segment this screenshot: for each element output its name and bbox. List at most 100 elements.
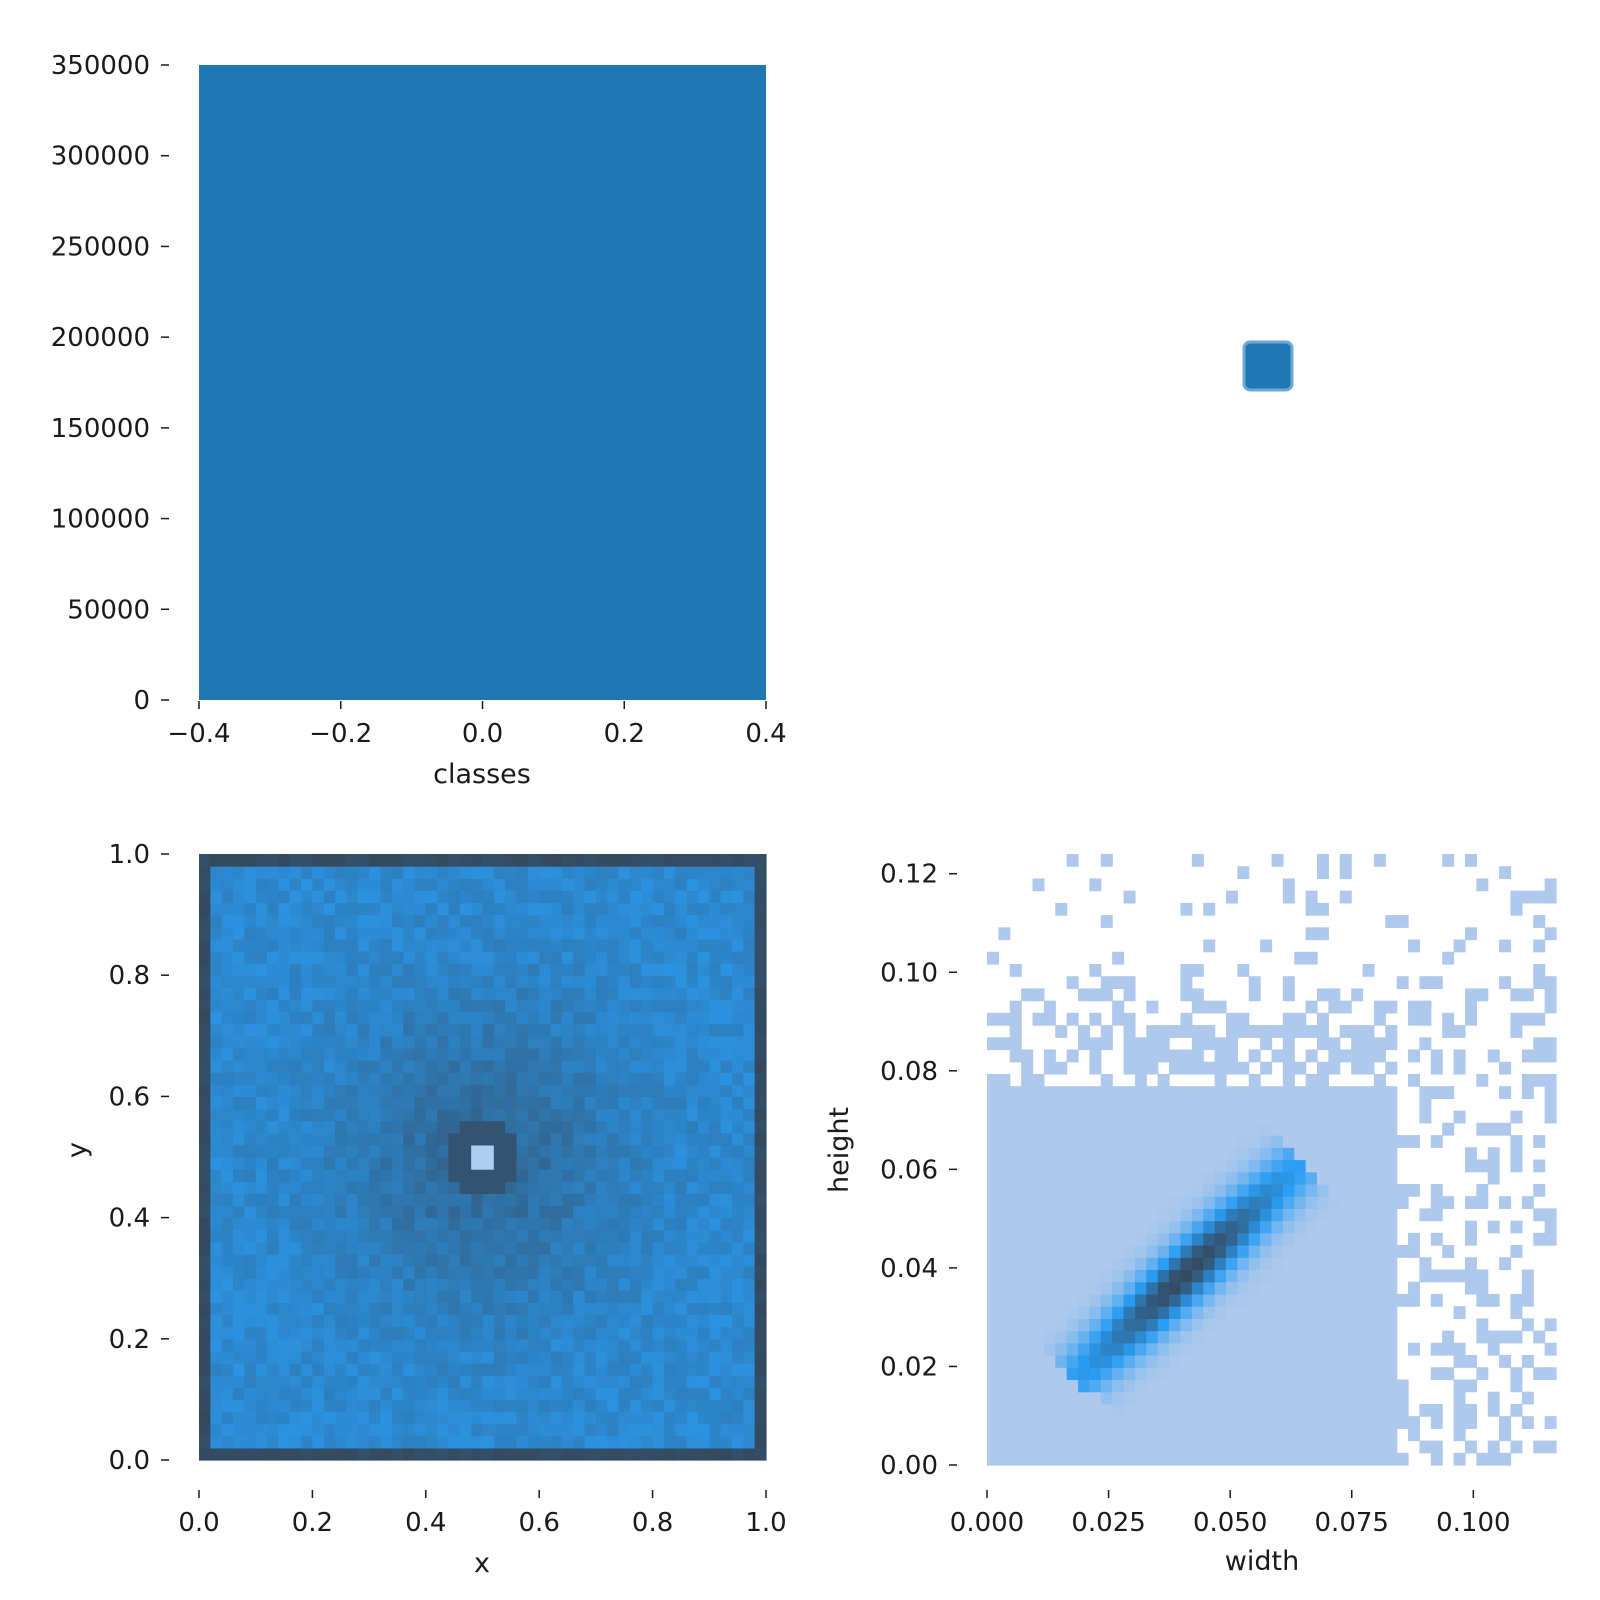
xy-heatmap-cell <box>663 938 676 952</box>
xy-heatmap-cell <box>709 1144 722 1158</box>
xy-heatmap-cell <box>289 987 302 1001</box>
width-height-cell <box>1180 1416 1193 1429</box>
xy-heatmap-cell <box>312 1411 325 1425</box>
xy-heatmap-cell <box>199 1411 211 1425</box>
xy-heatmap-cell <box>233 1387 245 1400</box>
xy-heatmap-cell <box>584 1108 597 1122</box>
width-height-cell <box>1453 1452 1466 1466</box>
width-height-cell <box>987 1208 999 1222</box>
width-height-cell <box>1112 1245 1125 1258</box>
xy-heatmap-cell <box>663 1144 676 1158</box>
width-height-cell <box>1043 1440 1056 1454</box>
width-height-cell <box>1021 1086 1034 1099</box>
xy-heatmap-cell <box>697 1423 710 1437</box>
width-height-cell <box>1362 1403 1375 1417</box>
width-height-cell <box>1453 1269 1466 1283</box>
xy-heatmap-cell <box>391 1169 404 1182</box>
xy-heatmap-cell <box>686 1447 699 1461</box>
width-height-cell <box>1396 1183 1409 1197</box>
xy-heatmap-cell <box>607 1229 620 1243</box>
width-height-cell <box>1032 1122 1045 1136</box>
width-height-cell <box>1282 878 1295 892</box>
width-height-cell <box>1396 1135 1409 1148</box>
width-height-cell <box>1112 1367 1125 1381</box>
xy-heatmap-cell <box>346 1108 359 1122</box>
xy-heatmap-cell <box>539 1435 552 1449</box>
xy-heatmap-cell <box>595 1144 608 1158</box>
xy-heatmap-cell <box>595 1447 608 1461</box>
width-height-cell <box>1134 1049 1147 1063</box>
xy-heatmap-cell <box>448 1108 461 1122</box>
width-height-cell <box>1180 1293 1193 1307</box>
xy-heatmap-cell <box>584 866 597 879</box>
xy-heatmap-cell <box>539 878 552 891</box>
xy-heatmap-cell <box>607 1399 620 1413</box>
xy-heatmap-cell <box>697 1023 710 1037</box>
xy-heatmap-cell <box>505 975 518 988</box>
width-height-cell <box>1134 1293 1147 1307</box>
xy-heatmap-cell <box>697 1217 710 1231</box>
xy-heatmap-cell <box>323 1108 336 1122</box>
xy-heatmap-cell <box>425 1423 438 1437</box>
xy-heatmap-cell <box>629 878 642 891</box>
xy-heatmap-cell <box>731 1314 744 1328</box>
width-height-cell <box>1123 1440 1136 1454</box>
width-height-cell <box>1191 1318 1204 1332</box>
xy-heatmap-cell <box>301 1072 313 1085</box>
width-height-cell <box>1260 1135 1273 1148</box>
xy-heatmap-cell <box>663 999 676 1013</box>
width-height-cell <box>1203 1037 1216 1051</box>
xy-heatmap-cell <box>323 1217 336 1231</box>
xy-heatmap-cell <box>754 1181 767 1194</box>
xy-heatmap-cell <box>607 1181 620 1194</box>
xy-heatmap-cell <box>425 1350 438 1364</box>
width-height-cell <box>1123 1367 1136 1381</box>
xy-heatmap-cell <box>731 902 744 916</box>
xy-heatmap-cell <box>720 1399 733 1413</box>
xy-heatmap-cell <box>709 1035 722 1049</box>
xy-heatmap-cell <box>221 854 234 867</box>
xy-heatmap-cell <box>482 999 495 1013</box>
xy-heatmap-cell <box>369 1132 382 1146</box>
xy-heatmap-cell <box>323 963 336 976</box>
width-height-cell <box>1317 1416 1329 1429</box>
width-height-cell <box>1317 1110 1329 1124</box>
width-height-cell <box>1100 1440 1113 1454</box>
xy-heatmap-cell <box>391 1278 404 1291</box>
xy-heatmap-cell <box>652 1278 665 1291</box>
width-height-cell <box>1282 1025 1295 1038</box>
xy-heatmap-cell <box>380 1205 393 1219</box>
width-height-cell <box>1191 1049 1204 1063</box>
xy-heatmap-cell <box>539 999 552 1013</box>
xy-heatmap-cell <box>675 878 688 891</box>
xy-heatmap-cell <box>255 1217 268 1231</box>
xy-heatmap-cell <box>731 1084 744 1097</box>
width-height-cell <box>1373 1452 1386 1466</box>
xy-heatmap-cell <box>731 1423 744 1437</box>
xy-heatmap-cell <box>267 1241 279 1255</box>
xy-heatmap-cell <box>731 854 744 867</box>
width-height-cell <box>1237 1122 1250 1136</box>
xy-heatmap-cell <box>278 1350 291 1364</box>
width-height-cell <box>1112 1318 1125 1332</box>
xy-heatmap-cell <box>607 1205 620 1219</box>
xy-heatmap-cell <box>255 1011 268 1025</box>
width-height-cell <box>1544 1037 1557 1051</box>
xy-heatmap-cell <box>437 938 450 952</box>
width-height-cell <box>1237 1208 1250 1222</box>
xy-heatmap-cell <box>391 999 404 1013</box>
width-height-cell <box>1294 1318 1307 1332</box>
xy-heatmap-cell <box>709 1193 722 1207</box>
xy-heatmap-cell <box>652 1435 665 1449</box>
xy-heatmap-cell <box>221 1363 234 1376</box>
width-height-cell <box>1385 1159 1398 1173</box>
xy-heatmap-cell <box>210 1302 223 1316</box>
xy-heatmap-cell <box>255 878 268 891</box>
xy-heatmap-cell <box>335 987 348 1001</box>
xy-heatmap-cell <box>629 1169 642 1182</box>
width-height-cell <box>1100 1428 1113 1442</box>
width-height-cell <box>1373 1269 1386 1283</box>
xy-heatmap-cell <box>743 1399 756 1413</box>
xy-heatmap-cell <box>244 1350 257 1364</box>
width-height-cell <box>1351 1135 1364 1148</box>
